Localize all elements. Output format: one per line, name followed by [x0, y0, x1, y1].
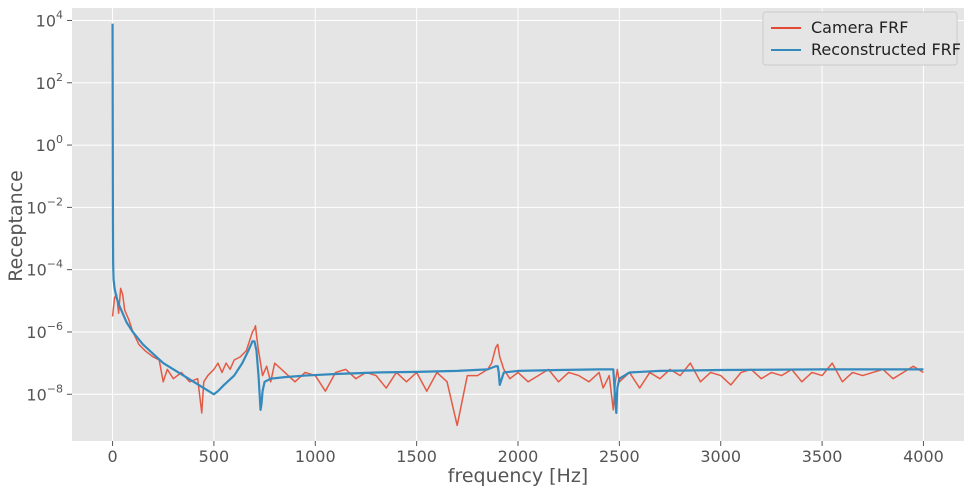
y-axis: 104 102 100 10−2 10−4 10−6 10−8 — [26, 8, 72, 404]
y-tick-label: 100 — [36, 133, 63, 155]
x-tick-label: 1500 — [396, 447, 437, 466]
y-tick-label: 102 — [36, 71, 63, 93]
x-tick-label: 1000 — [295, 447, 336, 466]
y-tick-label: 10−2 — [26, 195, 63, 217]
legend-label-reconstructed-frf: Reconstructed FRF — [811, 40, 961, 59]
x-tick-label: 4000 — [903, 447, 944, 466]
legend-label-camera-frf: Camera FRF — [811, 18, 908, 37]
y-tick-label: 10−8 — [26, 382, 63, 404]
x-axis: 0 500 1000 1500 2000 2500 3000 3500 4000 — [107, 441, 944, 466]
y-tick-label: 10−6 — [26, 320, 63, 342]
series-line-reconstructed-frf — [111, 23, 924, 415]
series-layer — [111, 23, 924, 427]
legend-box — [762, 11, 958, 66]
x-tick-label: 2000 — [498, 447, 539, 466]
y-tick-label: 104 — [36, 8, 63, 30]
x-tick-label: 2500 — [599, 447, 640, 466]
x-axis-label: frequency [Hz] — [448, 465, 588, 487]
y-axis-label: Receptance — [5, 170, 27, 282]
legend: Camera FRF Reconstructed FRF — [762, 11, 961, 66]
x-tick-label: 500 — [199, 447, 230, 466]
x-tick-label: 3000 — [700, 447, 741, 466]
x-tick-label: 3500 — [802, 447, 843, 466]
y-tick-label: 10−4 — [26, 258, 63, 280]
x-tick-label: 0 — [107, 447, 117, 466]
